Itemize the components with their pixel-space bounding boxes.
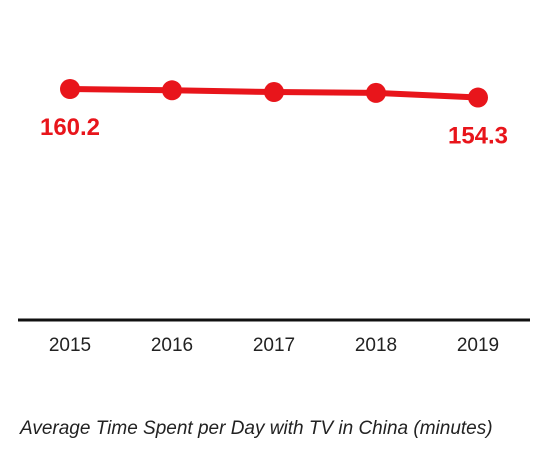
x-tick-label-2016: 2016 bbox=[151, 335, 193, 356]
series-layer bbox=[60, 79, 488, 108]
data-point-2019 bbox=[468, 87, 488, 108]
x-tick-label-2018: 2018 bbox=[355, 335, 397, 356]
x-tick-label-2017: 2017 bbox=[253, 335, 295, 356]
data-label-layer: 160.2 154.3 bbox=[40, 114, 508, 150]
data-point-2018 bbox=[366, 82, 386, 103]
data-point-2016 bbox=[162, 80, 182, 101]
chart-title: Average Time Spent per Day with TV in Ch… bbox=[20, 418, 493, 439]
x-tick-label-2019: 2019 bbox=[457, 335, 499, 356]
data-label-2019: 154.3 bbox=[448, 123, 508, 150]
x-tick-label-2015: 2015 bbox=[49, 335, 91, 356]
data-label-2015: 160.2 bbox=[40, 114, 100, 141]
x-axis-ticks: 2015 2016 2017 2018 2019 bbox=[49, 335, 499, 356]
data-point-2015 bbox=[60, 79, 80, 99]
data-point-2017 bbox=[264, 82, 284, 103]
